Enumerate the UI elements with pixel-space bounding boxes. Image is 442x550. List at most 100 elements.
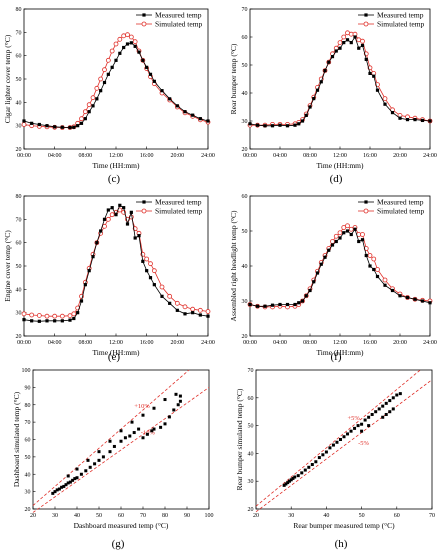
data-point-simulated <box>167 293 173 299</box>
x-tick-label: 50 <box>96 513 102 519</box>
data-point-measured <box>312 97 316 101</box>
data-point-measured <box>30 319 34 323</box>
data-point-measured <box>255 123 260 127</box>
data-point-measured <box>293 123 297 127</box>
chart-panel-3: 00:00 04:00 08:00 12:00 16:00 20:00 24:00 20 30 4… <box>3 194 215 363</box>
data-point-measured <box>390 111 395 115</box>
scatter-point <box>328 446 332 450</box>
data-point-measured <box>357 239 361 244</box>
x-tick-label: 12:00 <box>333 340 347 346</box>
scatter-point <box>384 412 388 416</box>
scatter-point <box>101 455 105 459</box>
data-point-measured <box>330 243 335 247</box>
x-tick-label: 20:00 <box>170 340 184 346</box>
y-tick-label: 50 <box>16 77 22 83</box>
scatter-point <box>398 392 402 396</box>
y-tick-label: 50 <box>242 229 248 235</box>
data-point-measured <box>37 319 41 323</box>
scatter-point <box>296 474 300 478</box>
scatter-point <box>62 484 66 488</box>
data-point-measured <box>360 238 365 242</box>
y-axis-label: Cigar lighter cover temp (°C) <box>3 34 12 123</box>
x-tick-label: 16:00 <box>363 340 377 346</box>
band-label: +5% <box>348 415 361 422</box>
y-tick-label: 30 <box>242 119 248 125</box>
data-point-measured <box>278 302 282 307</box>
scatter-point <box>152 406 156 410</box>
data-point-simulated <box>102 67 107 73</box>
plot-frame <box>255 369 433 510</box>
data-point-measured <box>60 125 64 129</box>
data-point-measured <box>125 42 130 46</box>
data-point-measured <box>145 65 149 69</box>
y-axis-label: Engine cover temp (°C) <box>3 230 12 302</box>
x-tick-label: 12:00 <box>109 153 123 159</box>
scatter-point <box>60 485 64 489</box>
scatter-point <box>289 478 293 482</box>
data-point-measured <box>22 119 26 123</box>
data-point-simulated <box>113 41 119 47</box>
data-point-measured <box>420 118 425 123</box>
data-point-measured <box>83 117 87 121</box>
data-point-simulated <box>86 102 92 108</box>
legend-label: Simulated temp <box>155 207 203 216</box>
data-point-simulated <box>52 313 58 319</box>
data-point-measured <box>191 113 195 117</box>
data-point-measured <box>141 58 145 62</box>
scatter-point <box>73 477 77 481</box>
x-tick-label: 40 <box>74 513 80 519</box>
data-point-simulated <box>148 261 153 267</box>
scatter-point <box>51 491 55 495</box>
data-point-measured <box>323 69 327 73</box>
scatter-point <box>66 474 70 478</box>
data-point-measured <box>45 319 49 323</box>
scatter-point <box>346 432 350 436</box>
series-line-measured <box>249 36 431 127</box>
scatter-point <box>331 443 335 447</box>
y-tick-label: 50 <box>242 63 248 69</box>
scatter-point <box>137 427 141 431</box>
scatter-point <box>75 476 79 480</box>
y-tick-label: 20 <box>16 334 22 340</box>
y-tick-label: 50 <box>25 455 31 461</box>
data-point-simulated <box>121 33 127 39</box>
band-label: +10% <box>134 403 150 410</box>
data-point-measured <box>315 271 320 275</box>
data-point-measured <box>95 97 99 101</box>
panel-label: (d) <box>330 173 343 185</box>
data-point-measured <box>255 304 260 308</box>
scatter-point <box>152 427 156 431</box>
legend-marker <box>141 21 147 27</box>
data-point-simulated <box>382 96 388 101</box>
data-point-simulated <box>144 256 150 262</box>
y-tick-label: 40 <box>242 91 248 97</box>
scatter-point <box>300 471 304 475</box>
scatter-point <box>108 439 112 443</box>
scatter-point <box>97 450 101 454</box>
data-point-simulated <box>371 256 377 262</box>
y-tick-label: 20 <box>248 507 254 513</box>
scatter-point <box>93 462 97 466</box>
scatter-point <box>391 396 395 400</box>
scatter-point <box>172 408 176 412</box>
scatter-point <box>141 436 145 440</box>
scatter-point <box>88 465 92 469</box>
data-point-measured <box>152 283 156 287</box>
data-point-measured <box>99 89 103 93</box>
x-tick-label: 24:00 <box>201 153 215 159</box>
data-point-measured <box>327 248 331 252</box>
y-tick-label: 80 <box>16 7 22 13</box>
chart-panel-2: 00:00 04:00 08:00 12:00 16:00 20:00 24:00 20 30 4… <box>229 7 437 185</box>
scatter-point <box>163 422 167 426</box>
x-tick-label: 20 <box>253 513 259 519</box>
scatter-point <box>145 432 149 436</box>
data-point-measured <box>413 118 417 122</box>
legend-label: Simulated temp <box>377 207 425 216</box>
data-point-measured <box>148 276 153 280</box>
data-point-simulated <box>348 226 354 232</box>
data-point-measured <box>68 125 72 130</box>
x-tick-label: 16:00 <box>363 153 377 159</box>
data-point-simulated <box>98 76 104 82</box>
legend-label: Simulated temp <box>155 20 203 29</box>
